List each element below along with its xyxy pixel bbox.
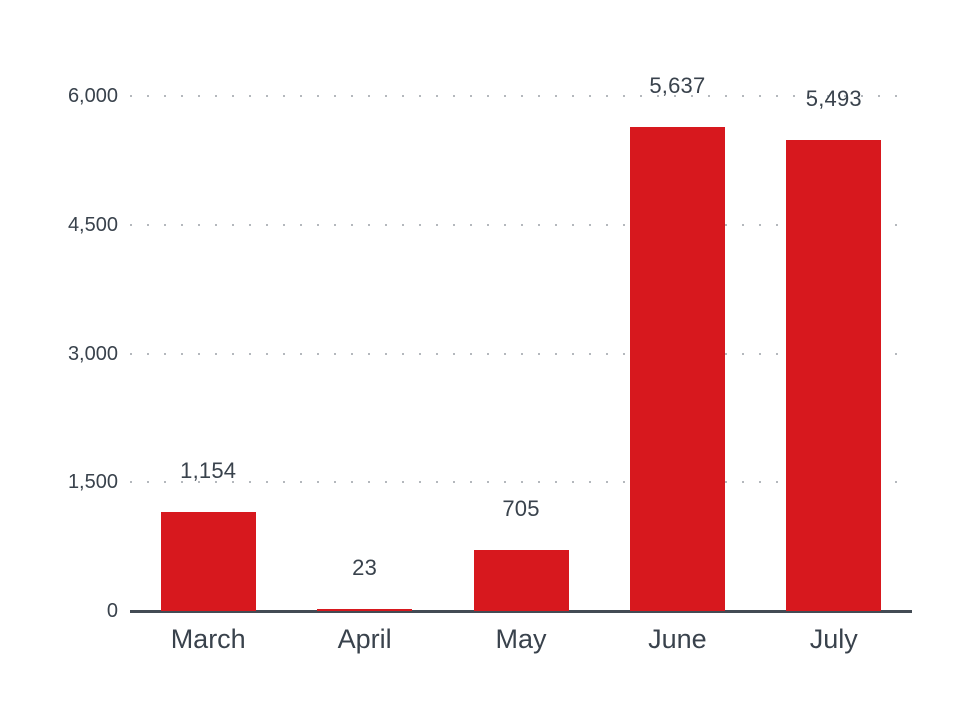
y-tick-label: 6,000: [67, 85, 118, 107]
x-axis-line: [130, 610, 912, 613]
gridline: [130, 352, 912, 355]
bar-june: [629, 127, 725, 611]
bar-value-label: 1,154: [180, 458, 237, 483]
gridline: [130, 223, 912, 226]
x-category-label: July: [809, 624, 858, 654]
bar-value-label: 705: [502, 496, 540, 521]
plot-area: 1,154 23 705 5,637 5,493: [130, 73, 912, 613]
bar-july: [786, 140, 882, 611]
bar-value-label: 23: [352, 555, 378, 580]
bar-may: [473, 550, 569, 611]
x-category-label: June: [648, 624, 707, 654]
x-category-label: March: [170, 624, 246, 654]
gridline: [130, 95, 912, 97]
bar-value-label: 5,637: [649, 73, 706, 98]
x-category-label: May: [495, 624, 547, 654]
y-tick-label: 3,000: [67, 342, 118, 365]
bar-april: [317, 609, 413, 611]
x-category-label: April: [337, 624, 392, 654]
bar-march: [160, 512, 256, 611]
y-tick-label: 4,500: [67, 213, 118, 236]
gridline: [130, 481, 912, 484]
bar-value-label: 5,493: [805, 86, 862, 111]
y-tick-label: 1,500: [67, 471, 118, 494]
y-tick-label: 0: [106, 600, 118, 622]
